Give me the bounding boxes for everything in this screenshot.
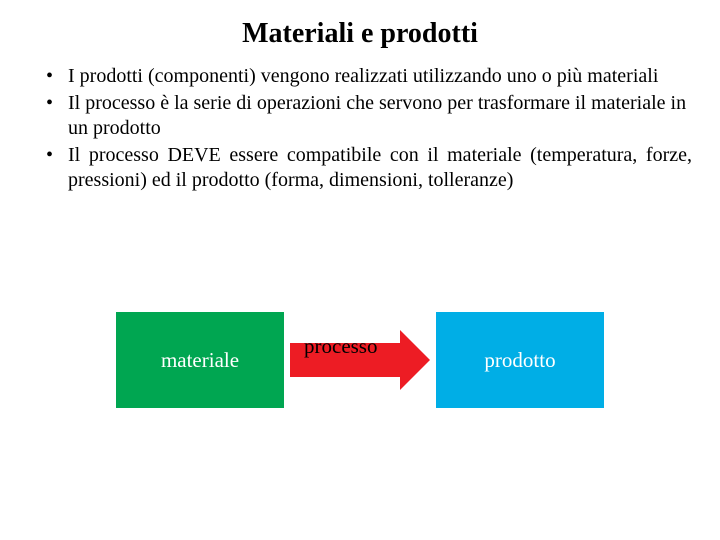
arrow-processo: processo (290, 330, 430, 390)
box-materiale: materiale (116, 312, 284, 408)
slide-title: Materiali e prodotti (28, 18, 692, 50)
bullet-item: Il processo è la serie di operazioni che… (46, 91, 692, 141)
bullet-item: I prodotti (componenti) vengono realizza… (46, 64, 692, 89)
process-diagram: materiale processo prodotto (0, 312, 720, 408)
box-prodotto: prodotto (436, 312, 604, 408)
arrow-label: processo (304, 334, 377, 359)
arrow-head-icon (400, 330, 430, 390)
bullet-list: I prodotti (componenti) vengono realizza… (28, 64, 692, 193)
slide: Materiali e prodotti I prodotti (compone… (0, 0, 720, 540)
bullet-item: Il processo DEVE essere compatibile con … (46, 143, 692, 193)
